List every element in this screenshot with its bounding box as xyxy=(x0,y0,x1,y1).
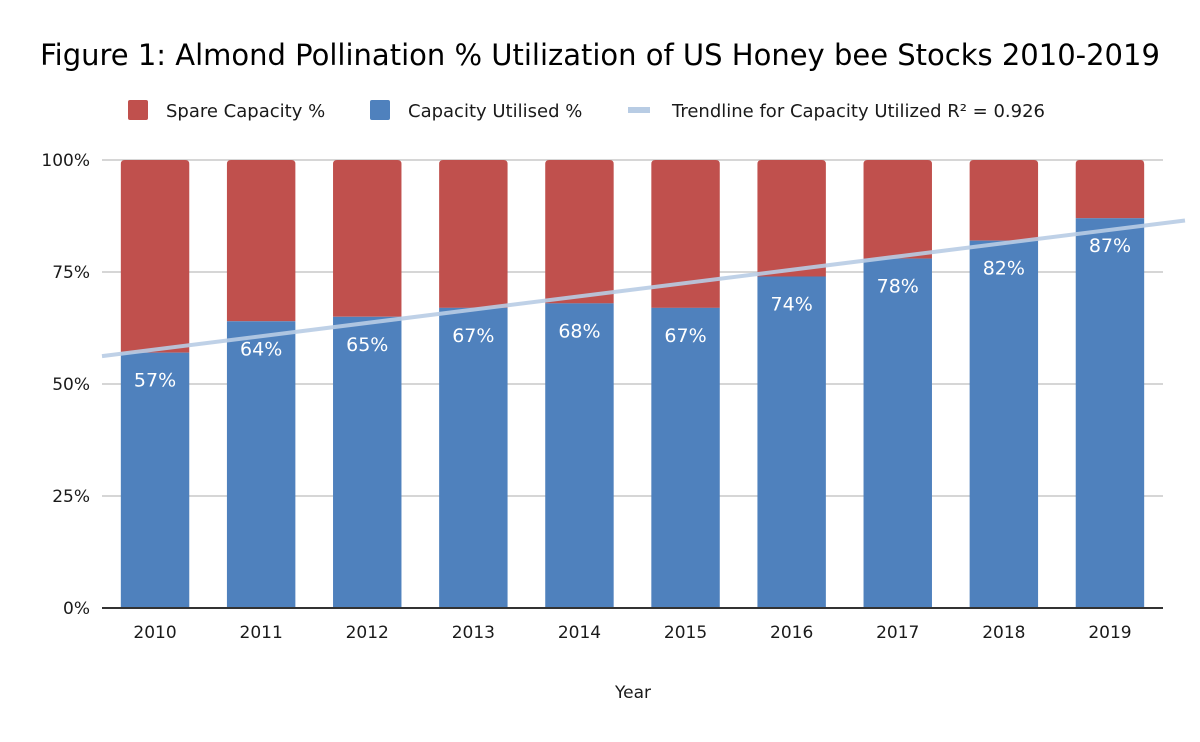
data-label-2019: 87% xyxy=(1089,235,1131,257)
y-tick-label: 25% xyxy=(52,487,90,507)
bar-spare-capacity-2012 xyxy=(333,160,402,317)
bar-spare-capacity-2014 xyxy=(545,160,614,304)
bar-capacity-utilised-2015 xyxy=(651,307,720,608)
legend-swatch-capacity-utilised xyxy=(370,100,390,120)
data-label-2017: 78% xyxy=(877,276,919,298)
x-tick-label: 2012 xyxy=(346,623,389,643)
data-label-2016: 74% xyxy=(771,293,813,315)
bar-capacity-utilised-2012 xyxy=(333,316,402,608)
data-label-2018: 82% xyxy=(983,258,1025,280)
bar-spare-capacity-2010 xyxy=(120,160,190,353)
bar-spare-capacity-2016 xyxy=(757,160,826,277)
x-tick-label: 2018 xyxy=(982,623,1025,643)
bar-capacity-utilised-2013 xyxy=(439,307,508,608)
x-tick-label: 2011 xyxy=(240,623,283,643)
bar-capacity-utilised-2011 xyxy=(226,321,296,608)
legend-label-capacity-utilised: Capacity Utilised % xyxy=(408,101,582,122)
x-tick-label: 2017 xyxy=(876,623,919,643)
bars xyxy=(120,160,1145,609)
y-axis-ticks: 0% 25% 50% 75% 100% xyxy=(41,151,90,619)
data-label-2013: 67% xyxy=(452,325,494,347)
bar-spare-capacity-2019 xyxy=(1075,160,1145,219)
chart-title: Figure 1: Almond Pollination % Utilizati… xyxy=(40,38,1160,72)
bar-spare-capacity-2013 xyxy=(439,160,508,308)
x-tick-label: 2016 xyxy=(770,623,813,643)
bar-capacity-utilised-2018 xyxy=(969,240,1039,608)
legend: Spare Capacity % Capacity Utilised % Tre… xyxy=(128,100,1045,122)
bar-capacity-utilised-2017 xyxy=(863,258,932,608)
y-tick-label: 50% xyxy=(52,375,90,395)
data-label-2012: 65% xyxy=(346,334,388,356)
x-tick-label: 2015 xyxy=(664,623,707,643)
data-label-2010: 57% xyxy=(134,370,176,392)
bar-spare-capacity-2011 xyxy=(226,160,296,322)
y-tick-label: 100% xyxy=(41,151,90,171)
data-labels: 57% 64% 65% 67% 68% 67% 74% 78% 82% 87% xyxy=(134,235,1131,391)
legend-swatch-trendline xyxy=(628,107,650,113)
bar-capacity-utilised-2016 xyxy=(757,276,826,608)
bar-spare-capacity-2018 xyxy=(969,160,1039,241)
y-tick-label: 75% xyxy=(52,263,90,283)
data-label-2014: 68% xyxy=(558,320,600,342)
bar-capacity-utilised-2010 xyxy=(120,352,190,608)
data-label-2015: 67% xyxy=(664,325,706,347)
bar-spare-capacity-2015 xyxy=(651,160,720,308)
data-label-2011: 64% xyxy=(240,338,282,360)
trendline-group xyxy=(101,218,1186,359)
y-tick-label: 0% xyxy=(63,599,90,619)
x-tick-label: 2014 xyxy=(558,623,601,643)
legend-swatch-spare-capacity xyxy=(128,100,148,120)
x-tick-label: 2013 xyxy=(452,623,495,643)
legend-label-trendline: Trendline for Capacity Utilized R² = 0.9… xyxy=(671,101,1045,122)
x-axis-ticks: 2010 2011 2012 2013 2014 2015 2016 2017 2018 2019 xyxy=(133,623,1131,643)
bar-capacity-utilised-2014 xyxy=(545,303,614,608)
bar-capacity-utilised-2019 xyxy=(1075,218,1145,609)
x-tick-label: 2019 xyxy=(1088,623,1131,643)
x-axis-title: Year xyxy=(614,683,651,703)
legend-label-spare-capacity: Spare Capacity % xyxy=(166,101,325,122)
bar-spare-capacity-2017 xyxy=(863,160,932,259)
trendline xyxy=(101,218,1186,359)
x-tick-label: 2010 xyxy=(133,623,176,643)
